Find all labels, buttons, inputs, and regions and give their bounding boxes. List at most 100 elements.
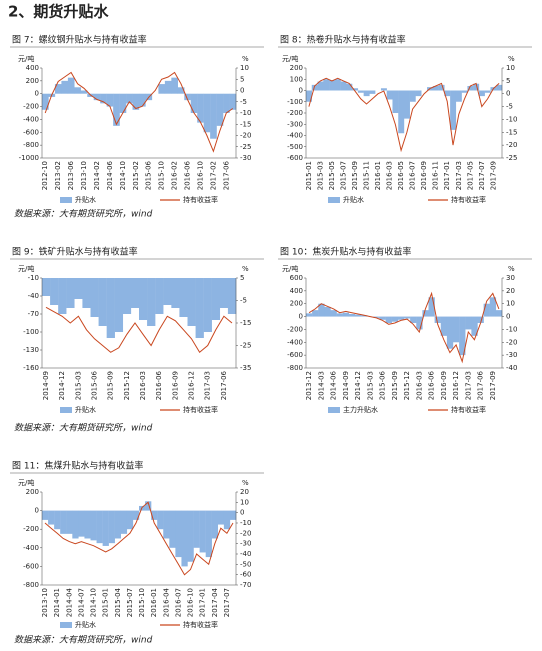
y2-tick-label: 0: [506, 313, 510, 321]
bar: [171, 278, 180, 308]
y-tick-label: 100: [290, 75, 303, 83]
y-tick-label: -400: [287, 132, 303, 140]
bar: [130, 278, 140, 308]
bar: [106, 93, 114, 107]
figure-source: 数据来源：大有期货研究所，wind: [14, 209, 153, 220]
y2-tick-label: 5: [240, 75, 244, 83]
bar: [227, 278, 237, 314]
bar: [211, 510, 219, 539]
x-tick-label: 2015-07: [126, 588, 134, 617]
bar: [82, 278, 91, 308]
x-tick-label: 2016-10: [196, 161, 204, 190]
x-tick-label: 2017-06: [222, 160, 230, 190]
legend-swatch: [328, 197, 340, 203]
x-tick-label: 2015-10: [158, 161, 166, 190]
section-heading: 2、期货升贴水: [8, 3, 109, 21]
y2-tick-label: -20: [506, 338, 517, 346]
y2-tick-label: -5: [506, 103, 513, 111]
x-tick-label: 2016-06: [428, 370, 436, 400]
bar: [229, 510, 237, 520]
bar: [357, 90, 364, 93]
bar: [210, 93, 217, 139]
bar: [102, 510, 109, 546]
y-tick-label: 200: [26, 77, 39, 85]
x-tick-label: 2015-03: [316, 161, 324, 190]
y-unit: 元/吨: [18, 264, 34, 273]
y-tick-label: -300: [287, 120, 303, 128]
bar: [119, 93, 127, 113]
y2-tick-label: -40: [240, 550, 251, 558]
bar: [369, 90, 376, 94]
bar: [90, 278, 99, 317]
bar: [363, 90, 370, 97]
y2-tick-label: 10: [240, 64, 249, 72]
bar: [311, 84, 318, 91]
y2-tick-label: 5: [506, 77, 510, 85]
x-tick-label: 2016-09: [440, 371, 448, 400]
bar: [98, 278, 107, 326]
y-tick-label: -1000: [19, 154, 39, 162]
x-tick-label: 2016-12: [452, 371, 460, 400]
y-tick-label: -600: [23, 128, 39, 136]
bar: [145, 501, 152, 511]
y-unit: 元/吨: [18, 54, 34, 63]
bar: [108, 510, 115, 544]
y2-unit: %: [508, 265, 515, 273]
bar: [373, 316, 380, 318]
figure-title: 图 11：焦煤升贴水与持有收益率: [12, 460, 143, 472]
x-tick-label: 2014-01: [53, 588, 61, 617]
bar: [415, 90, 422, 97]
bar: [404, 316, 411, 319]
y-tick-label: 200: [26, 488, 39, 496]
bar: [190, 93, 198, 113]
bar: [169, 510, 176, 548]
bar: [139, 93, 146, 107]
bar: [465, 316, 472, 330]
bar: [434, 316, 441, 323]
bar: [471, 316, 478, 336]
x-tick-label: 2017-01: [443, 161, 451, 190]
y-unit: 元/吨: [282, 264, 298, 273]
bar: [158, 84, 166, 94]
x-tick-label: 2015-07: [339, 161, 347, 190]
x-tick-label: 2013-02: [54, 161, 62, 190]
y2-tick-label: -10: [240, 109, 251, 117]
x-tick-label: 2015-06: [91, 370, 99, 400]
bar: [203, 93, 211, 133]
x-tick-label: 2015-06: [145, 160, 153, 190]
x-tick-label: 2017-03: [204, 371, 212, 400]
y-tick-label: 0: [35, 90, 39, 98]
x-tick-label: 2016-04: [162, 587, 170, 617]
bar: [147, 278, 156, 326]
y-tick-label: 0: [299, 313, 303, 321]
bar: [422, 310, 429, 317]
x-tick-label: 2015-12: [123, 371, 131, 400]
bar: [58, 278, 67, 314]
x-tick-label: 2014-09: [342, 371, 350, 400]
y2-unit: %: [508, 55, 515, 63]
bar: [392, 90, 399, 113]
y-tick-label: -200: [23, 103, 39, 111]
bar: [489, 297, 497, 317]
bar: [187, 510, 194, 562]
x-tick-label: 2014-12: [354, 371, 362, 400]
bar: [122, 278, 132, 314]
line: [44, 71, 234, 153]
bar: [330, 310, 337, 317]
bar: [42, 510, 49, 520]
y-tick-label: -10: [28, 274, 39, 282]
y2-tick-label: -40: [506, 364, 517, 372]
bar: [126, 510, 134, 530]
y2-tick-label: 0: [506, 90, 510, 98]
bar: [495, 310, 503, 317]
bar: [385, 316, 392, 323]
x-tick-label: 2016-01: [150, 588, 158, 617]
bar: [216, 93, 224, 126]
x-tick-label: 2017-05: [466, 161, 474, 190]
bar: [453, 316, 460, 343]
y-tick-label: -400: [23, 544, 39, 552]
x-tick-label: 2014-06: [330, 370, 338, 400]
bar: [446, 316, 454, 349]
bar: [496, 84, 503, 91]
y-tick-label: -600: [287, 154, 303, 162]
